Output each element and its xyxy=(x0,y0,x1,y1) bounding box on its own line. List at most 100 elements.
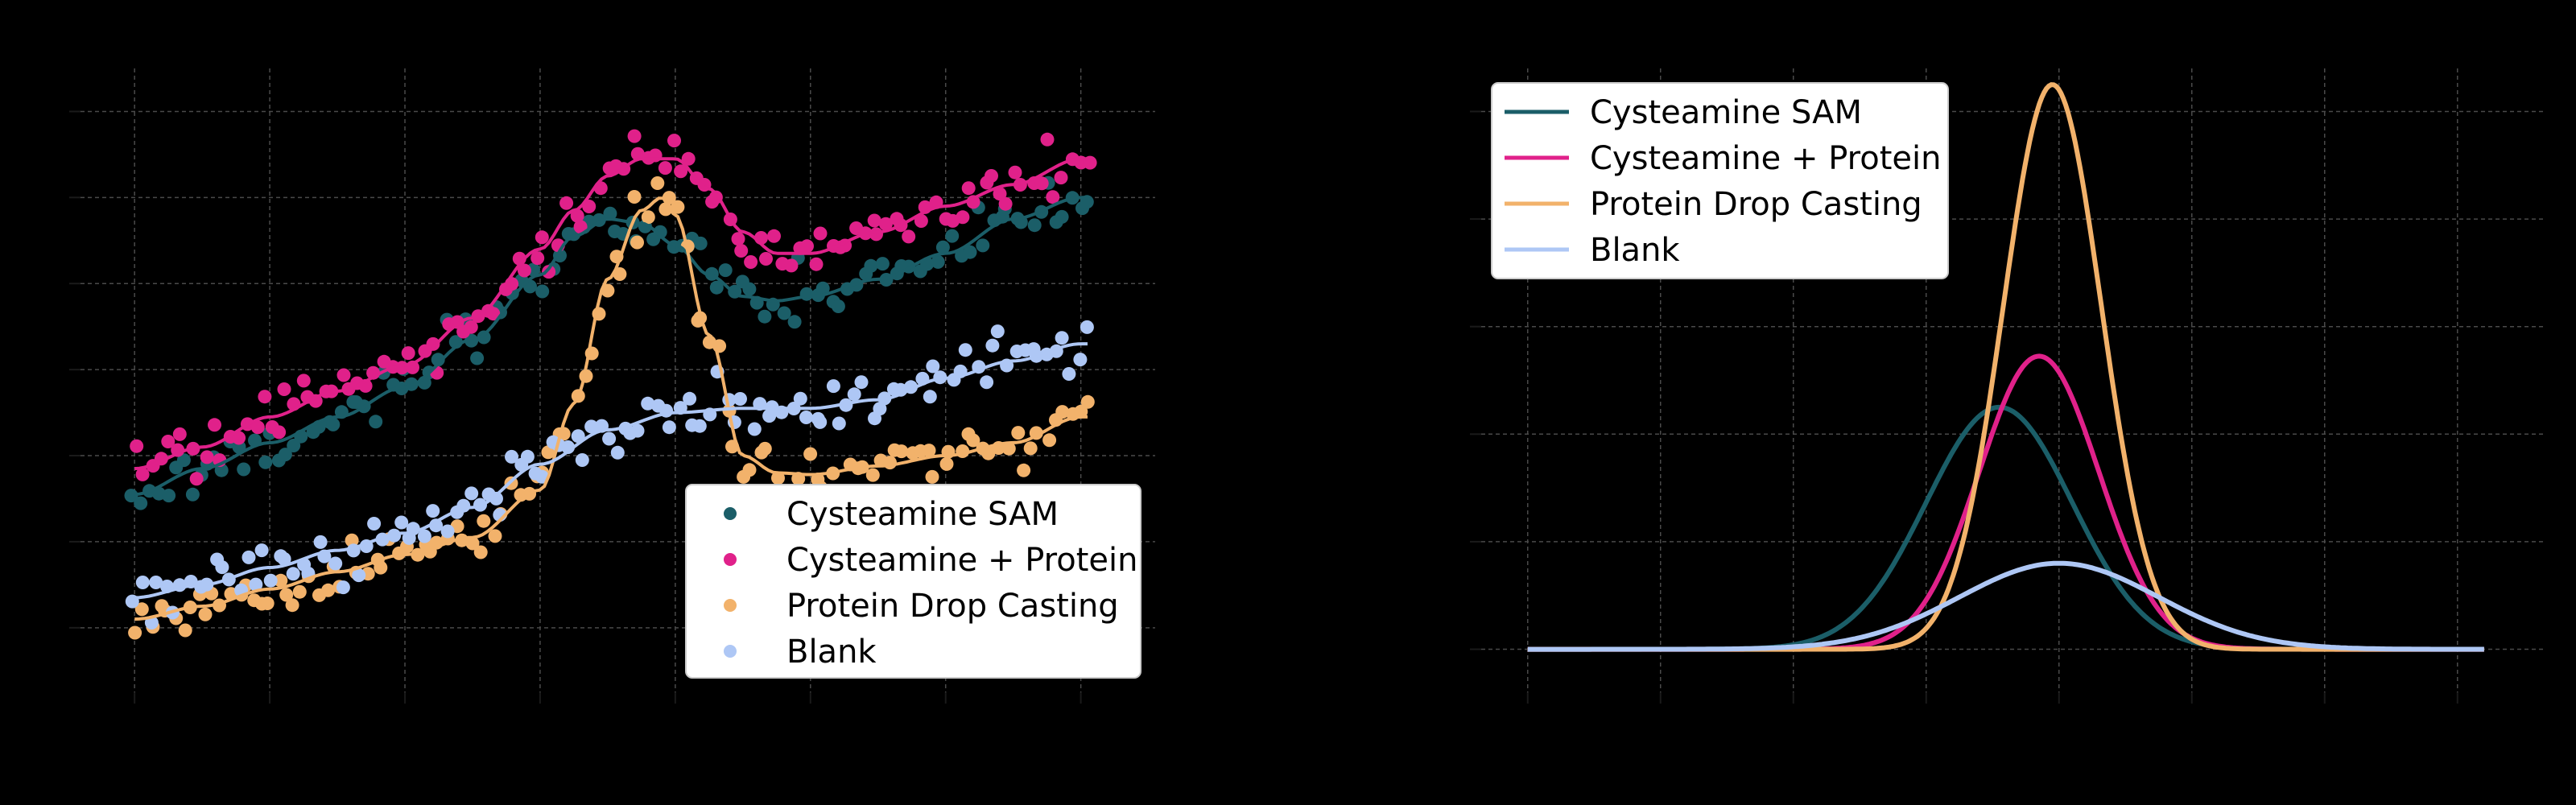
scatter-point xyxy=(803,447,818,461)
scatter-point xyxy=(477,514,491,528)
scatter-point xyxy=(542,265,556,279)
scatter-point xyxy=(875,257,890,271)
left-trend-line xyxy=(134,196,1088,621)
scatter-point xyxy=(731,232,745,246)
scatter-point xyxy=(742,282,757,296)
scatter-point xyxy=(124,489,138,503)
scatter-point xyxy=(328,556,343,571)
scatter-point xyxy=(352,568,366,583)
left-legend-label: Blank xyxy=(786,634,877,671)
scatter-point xyxy=(758,309,772,324)
scatter-point xyxy=(285,598,299,613)
scatter-point xyxy=(867,213,881,228)
scatter-point xyxy=(734,244,749,258)
scatter-point xyxy=(718,263,733,278)
scatter-point xyxy=(374,560,388,575)
left-trend-line xyxy=(134,196,1088,497)
scatter-point xyxy=(963,245,977,259)
scatter-point xyxy=(641,396,655,411)
right-curve-1 xyxy=(1527,353,2484,652)
scatter-point xyxy=(575,453,589,467)
scatter-point xyxy=(254,543,269,558)
scatter-point xyxy=(923,390,937,404)
scatter-point xyxy=(130,439,144,453)
scatter-point xyxy=(998,196,1013,211)
scatter-point xyxy=(1040,132,1055,147)
left-legend-box xyxy=(685,484,1141,679)
scatter-point xyxy=(976,238,990,253)
scatter-point xyxy=(847,387,861,402)
scatter-point xyxy=(602,431,617,446)
scatter-point xyxy=(674,164,688,179)
right-legend-item: Protein Drop Casting xyxy=(1505,186,1922,223)
right-ticks xyxy=(1470,110,2458,704)
scatter-point xyxy=(128,625,142,640)
scatter-point xyxy=(279,588,294,602)
scatter-point xyxy=(1046,190,1060,204)
scatter-point xyxy=(250,420,265,435)
scatter-point xyxy=(630,423,645,438)
scatter-point xyxy=(278,448,292,462)
scatter-point xyxy=(771,471,785,485)
scatter-point xyxy=(401,346,415,361)
scatter-point xyxy=(489,491,503,506)
scatter-point xyxy=(161,435,175,448)
scatter-point xyxy=(258,455,273,469)
scatter-point xyxy=(477,330,491,345)
scatter-point xyxy=(214,463,229,477)
scatter-point xyxy=(258,390,272,404)
scatter-point xyxy=(650,176,665,190)
scatter-point xyxy=(662,420,676,435)
scatter-point xyxy=(800,239,814,254)
scatter-point xyxy=(135,576,150,589)
scatter-point xyxy=(883,456,897,470)
scatter-point xyxy=(1055,405,1070,419)
scatter-point xyxy=(134,602,149,617)
scatter-point xyxy=(993,187,1007,201)
scatter-point xyxy=(345,533,359,547)
scatter-point xyxy=(274,573,288,588)
scatter-point xyxy=(733,392,747,406)
scatter-point xyxy=(326,417,341,431)
scatter-point xyxy=(464,486,479,501)
scatter-point xyxy=(232,431,246,445)
scatter-point xyxy=(926,359,940,374)
scatter-point xyxy=(260,597,275,610)
scatter-point xyxy=(832,416,846,431)
scatter-point xyxy=(935,240,950,254)
scatter-point xyxy=(535,230,549,245)
scatter-point xyxy=(277,551,291,566)
scatter-point xyxy=(894,444,909,459)
left-trend-line xyxy=(134,157,1088,471)
scatter-point xyxy=(641,210,655,225)
scatter-point xyxy=(1011,426,1026,440)
scatter-point xyxy=(958,343,972,357)
right-legend-label: Cysteamine SAM xyxy=(1590,94,1862,131)
scatter-point xyxy=(683,391,697,406)
scatter-point xyxy=(1054,171,1068,185)
left-legend-marker xyxy=(724,553,737,566)
scatter-point xyxy=(185,487,200,502)
scatter-point xyxy=(367,517,382,530)
scatter-point xyxy=(488,529,502,543)
scatter-point xyxy=(709,280,724,295)
scatter-point xyxy=(426,336,440,351)
left-legend-marker xyxy=(724,507,737,520)
right-legend-label: Protein Drop Casting xyxy=(1590,186,1922,223)
scatter-point xyxy=(517,263,531,278)
scatter-point xyxy=(671,200,685,214)
scatter-point xyxy=(178,623,192,638)
scatter-point xyxy=(1073,353,1088,367)
scatter-point xyxy=(1074,404,1088,419)
scatter-point xyxy=(961,181,976,196)
left-legend-item: Protein Drop Casting xyxy=(724,588,1119,625)
scatter-point xyxy=(767,229,781,243)
scatter-point xyxy=(878,217,893,231)
scatter-point xyxy=(1023,441,1038,456)
scatter-point xyxy=(742,463,757,477)
scatter-point xyxy=(1001,441,1016,456)
scatter-point xyxy=(313,535,328,549)
scatter-point xyxy=(470,351,485,365)
left-legend-item: Cysteamine SAM xyxy=(724,496,1059,533)
scatter-point xyxy=(570,208,584,223)
